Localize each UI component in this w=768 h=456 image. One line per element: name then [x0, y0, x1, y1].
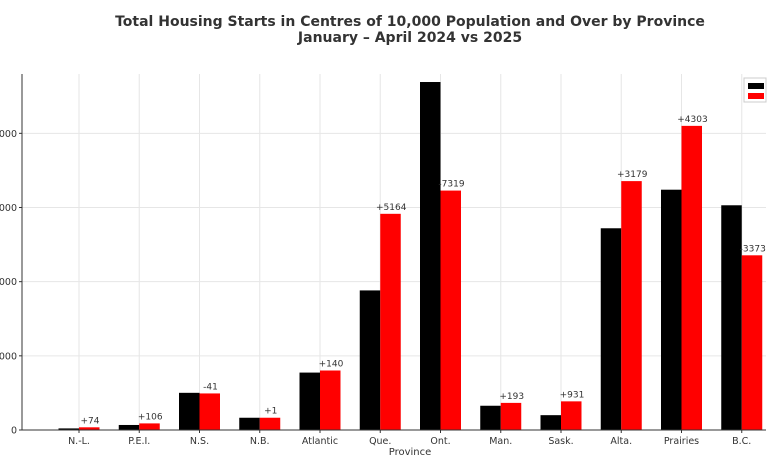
- difference-label: +3179: [617, 170, 648, 180]
- x-tick-label: Sask.: [548, 436, 573, 447]
- bar-black-Alta.: [600, 228, 622, 430]
- bar-black-Sask.: [540, 415, 561, 430]
- difference-label: -3373: [740, 244, 766, 254]
- difference-label: -41: [203, 382, 218, 392]
- bar-black-B.C.: [721, 205, 742, 430]
- y-tick-label: 20000: [0, 129, 17, 140]
- bar-black-Ont.: [420, 82, 441, 430]
- bar-black-Atlantic: [299, 372, 320, 430]
- difference-label: +1: [264, 407, 277, 417]
- x-tick-label: Que.: [369, 436, 391, 447]
- legend-swatch: [748, 83, 764, 89]
- bar-black-N.B.: [239, 417, 260, 430]
- legend: [743, 77, 767, 103]
- bar-red-Sask.: [561, 401, 582, 430]
- bar-red-Que.: [380, 213, 401, 430]
- x-tick-label: Prairies: [664, 436, 699, 447]
- bars: [58, 82, 763, 431]
- x-axis-label: Province: [389, 447, 432, 456]
- difference-label: +4303: [677, 115, 707, 125]
- x-tick-label: P.E.I.: [128, 436, 150, 447]
- y-tick-label: 10000: [0, 277, 17, 288]
- x-tick-label: Ont.: [430, 436, 450, 447]
- bar-black-Prairies: [661, 189, 682, 430]
- bar-red-Alta.: [621, 181, 642, 430]
- bar-black-P.E.I.: [118, 424, 140, 430]
- bar-red-Atlantic: [320, 370, 341, 430]
- bar-red-N.S.: [199, 393, 220, 430]
- bar-black-Man.: [480, 405, 501, 430]
- bar-red-N.B.: [259, 417, 281, 430]
- x-tick-label: B.C.: [732, 436, 751, 447]
- difference-label: +5164: [376, 203, 407, 213]
- difference-label: -7319: [438, 180, 464, 190]
- difference-label: +140: [319, 360, 344, 370]
- chart-subtitle: January – April 2024 vs 2025: [297, 30, 522, 46]
- bar-red-Man.: [500, 402, 522, 430]
- x-tick-labels: N.-L. P.E.I. N.S. N.B. Atlantic Que. Ont. Man. S…: [68, 430, 751, 447]
- difference-label: +106: [138, 412, 163, 422]
- bar-red-Prairies: [681, 125, 702, 431]
- difference-label: +931: [560, 390, 585, 400]
- x-tick-label: Man.: [489, 436, 512, 447]
- y-tick-label: 15000: [0, 203, 17, 214]
- x-tick-label: Atlantic: [302, 436, 338, 447]
- chart-title: Total Housing Starts in Centres of 10,00…: [115, 14, 705, 30]
- y-tick-labels: 0 5000 10000 15000 20000: [0, 129, 22, 437]
- bar-red-Ont.: [440, 190, 461, 430]
- bar-red-P.E.I.: [139, 423, 160, 430]
- y-tick-label: 0: [11, 426, 17, 437]
- bar-black-N.S.: [179, 392, 200, 430]
- difference-label: +74: [81, 416, 100, 426]
- bar-black-N.-L.: [58, 428, 79, 430]
- legend-swatch: [748, 93, 764, 99]
- x-tick-label: Alta.: [610, 436, 632, 447]
- y-tick-label: 5000: [0, 351, 17, 362]
- bar-black-Que.: [359, 290, 381, 430]
- difference-labels: +74 +106 -41 +1 +140 +5164 -7319 +193 +931 +3179 +…: [81, 115, 766, 426]
- x-tick-label: N.S.: [190, 436, 209, 447]
- bar-red-N.-L.: [79, 427, 100, 430]
- bar-red-B.C.: [741, 255, 763, 430]
- x-tick-label: N.-L.: [68, 436, 90, 447]
- x-tick-label: N.B.: [250, 436, 270, 447]
- difference-label: +193: [499, 392, 524, 402]
